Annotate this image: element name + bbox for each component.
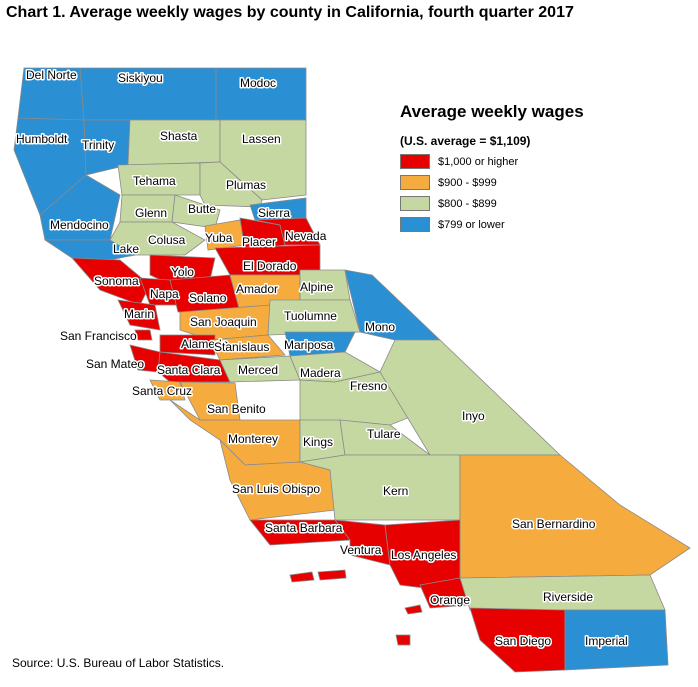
county-label-solano: Solano	[189, 291, 227, 305]
legend: Average weekly wages (U.S. average = $1,…	[400, 102, 584, 232]
county-label-modoc: Modoc	[240, 76, 276, 90]
county-label-mono: Mono	[365, 320, 395, 334]
county-label-shasta: Shasta	[160, 129, 198, 143]
county-label-mendocino: Mendocino	[50, 218, 109, 232]
county-label-merced: Merced	[238, 363, 278, 377]
county-nevada	[254, 217, 321, 246]
chart-title: Chart 1. Average weekly wages by county …	[6, 4, 574, 21]
county-label-tehama: Tehama	[133, 174, 176, 188]
legend-swatch-low	[400, 217, 430, 232]
county-label-napa: Napa	[150, 287, 179, 301]
county-label-stanislaus: Stanislaus	[214, 340, 269, 354]
county-label-yuba: Yuba	[205, 231, 233, 245]
legend-label: $800 - $899	[438, 197, 497, 210]
county-label-sierra: Sierra	[258, 206, 290, 220]
county-lake	[43, 239, 137, 263]
county-label-santa-barbara: Santa Barbara	[265, 521, 343, 535]
county-label-kern: Kern	[383, 484, 408, 498]
county-alameda	[159, 334, 216, 356]
county-label-glenn: Glenn	[135, 206, 167, 220]
legend-label: $799 or lower	[438, 218, 505, 231]
county-label-trinity: Trinity	[82, 138, 114, 152]
county-san-diego	[469, 607, 566, 673]
source-note: Source: U.S. Bureau of Labor Statistics.	[12, 656, 225, 670]
county-sonoma	[71, 257, 151, 306]
legend-swatch-high	[400, 154, 430, 169]
county-label-tuolumne: Tuolumne	[284, 309, 337, 323]
legend-title: Average weekly wages	[400, 102, 584, 121]
legend-label: $900 - $999	[438, 176, 497, 189]
county-santa-barbara	[317, 569, 347, 581]
legend-item-midhigh: $900 - $999	[400, 175, 584, 190]
county-label-santa-clara: Santa Clara	[157, 363, 221, 377]
county-label-marin: Marin	[124, 307, 154, 321]
county-label-san-benito: San Benito	[207, 402, 266, 416]
county-santa-cruz	[149, 379, 186, 401]
county-label-amador: Amador	[236, 282, 278, 296]
county-lassen	[219, 119, 307, 201]
county-label-tulare: Tulare	[367, 427, 401, 441]
county-label-san-francisco: San Francisco	[60, 329, 137, 343]
county-label-lassen: Lassen	[242, 132, 281, 146]
county-label-riverside: Riverside	[543, 590, 593, 604]
legend-item-low: $799 or lower	[400, 217, 584, 232]
county-label-alpine: Alpine	[300, 280, 334, 294]
county-label-el-dorado: El Dorado	[243, 259, 297, 273]
county-label-alameda: Alameda	[181, 337, 229, 351]
county-label-madera: Madera	[300, 366, 341, 380]
county-label-yolo: Yolo	[171, 265, 194, 279]
legend-label: $1,000 or higher	[438, 155, 519, 168]
legend-subtitle: (U.S. average = $1,109)	[400, 134, 531, 148]
county-colusa	[109, 221, 206, 256]
county-los-angeles	[395, 634, 411, 646]
county-label-nevada: Nevada	[285, 229, 327, 243]
county-label-los-angeles: Los Angeles	[391, 548, 456, 562]
county-ventura	[334, 519, 391, 566]
county-label-santa-cruz: Santa Cruz	[132, 384, 192, 398]
legend-swatch-mid	[400, 196, 430, 211]
county-label-sonoma: Sonoma	[94, 274, 139, 288]
county-label-del-norte: Del Norte	[26, 68, 77, 82]
county-label-humboldt: Humboldt	[16, 132, 68, 146]
county-label-placer: Placer	[242, 235, 276, 249]
county-butte	[171, 194, 221, 229]
county-label-san-bernardino: San Bernardino	[512, 517, 596, 531]
county-marin	[117, 299, 161, 331]
county-label-imperial: Imperial	[585, 634, 628, 648]
county-label-butte: Butte	[188, 202, 216, 216]
county-label-inyo: Inyo	[462, 409, 485, 423]
county-san-francisco	[134, 329, 153, 341]
county-mendocino	[39, 174, 121, 241]
county-label-orange: Orange	[430, 593, 470, 607]
county-label-san-joaquin: San Joaquin	[190, 315, 257, 329]
county-label-lake: Lake	[113, 242, 139, 256]
county-label-fresno: Fresno	[350, 379, 388, 393]
county-label-colusa: Colusa	[148, 233, 186, 247]
county-stanislaus	[209, 334, 286, 361]
county-label-siskiyou: Siskiyou	[118, 71, 163, 85]
county-label-san-luis-obispo: San Luis Obispo	[232, 482, 320, 496]
county-label-san-mateo: San Mateo	[86, 357, 144, 371]
county-label-san-diego: San Diego	[495, 634, 551, 648]
legend-item-mid: $800 - $899	[400, 196, 584, 211]
county-label-monterey: Monterey	[228, 432, 278, 446]
county-label-mariposa: Mariposa	[284, 338, 334, 352]
legend-item-high: $1,000 or higher	[400, 154, 584, 169]
legend-swatch-midhigh	[400, 175, 430, 190]
county-los-angeles	[404, 604, 423, 615]
county-label-kings: Kings	[303, 435, 333, 449]
county-santa-barbara	[289, 571, 315, 583]
county-imperial	[564, 609, 669, 671]
county-label-ventura: Ventura	[340, 543, 382, 557]
county-label-plumas: Plumas	[226, 178, 266, 192]
